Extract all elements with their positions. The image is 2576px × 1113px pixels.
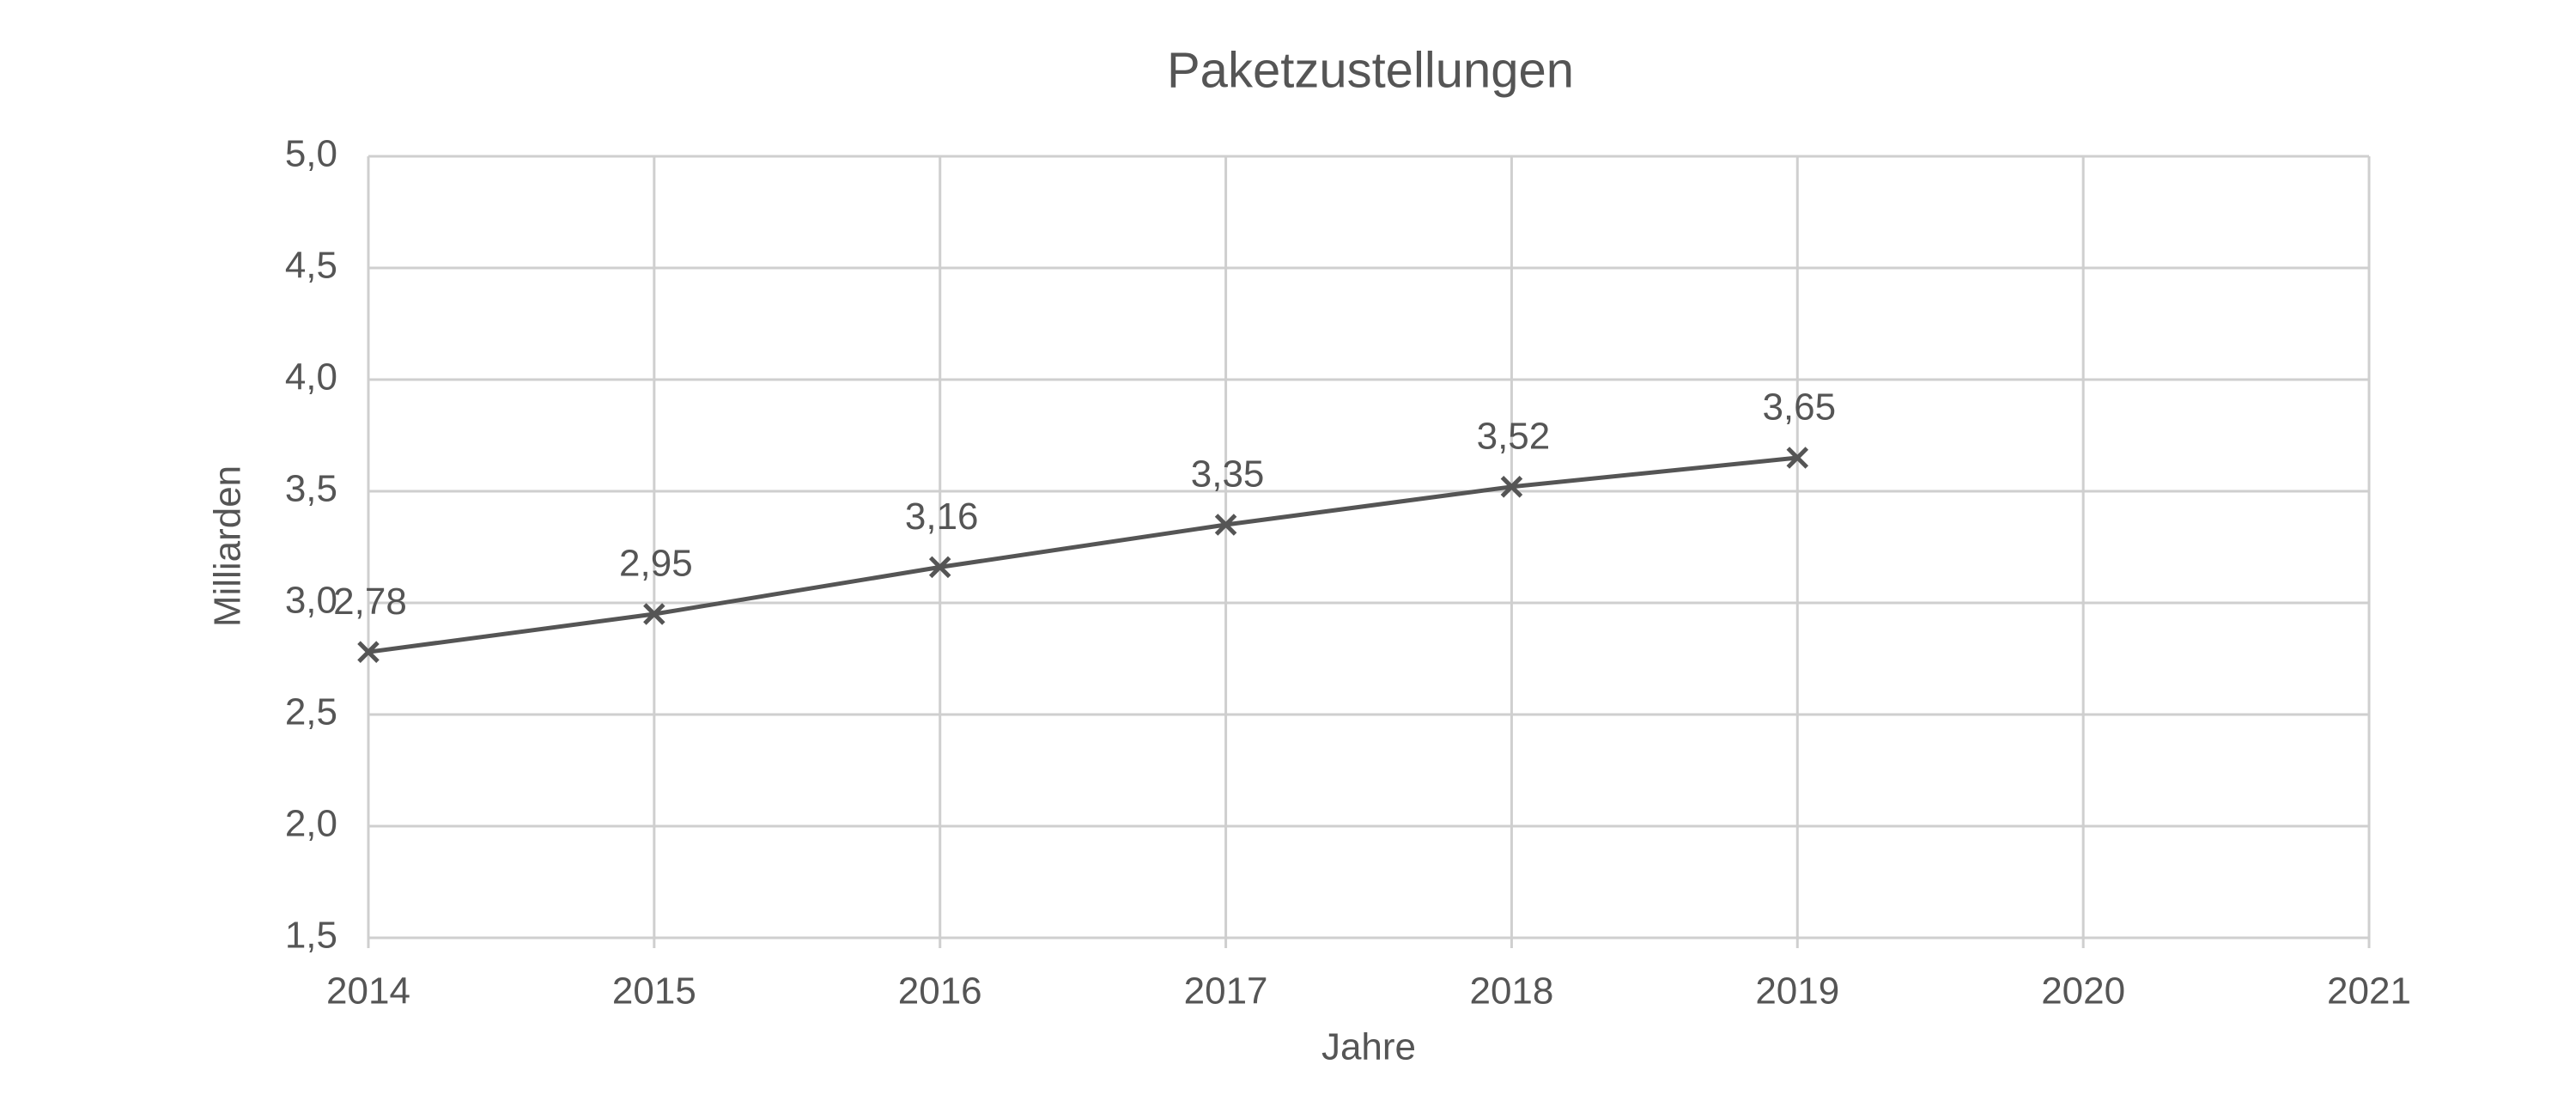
data-label: 2,78 [333, 581, 407, 623]
y-tick-label: 2,0 [285, 803, 337, 845]
x-axis-label: Jahre [1321, 1026, 1416, 1068]
data-point [928, 556, 951, 579]
x-tick-label: 2015 [612, 970, 696, 1013]
y-tick-label: 4,0 [285, 356, 337, 398]
x-tick-label: 2014 [326, 970, 410, 1013]
x-tick-label: 2018 [1469, 970, 1553, 1013]
y-axis-label: Milliarden [207, 465, 249, 627]
data-label: 3,35 [1191, 453, 1265, 496]
y-tick-label: 5,0 [285, 133, 337, 175]
y-tick-label: 3,5 [285, 468, 337, 510]
y-tick-label: 4,5 [285, 245, 337, 287]
data-point [1786, 447, 1809, 469]
data-label: 2,95 [619, 543, 693, 585]
y-tick-label: 2,5 [285, 691, 337, 733]
data-point [1500, 476, 1523, 498]
data-point [357, 641, 380, 663]
x-tick-label: 2020 [2041, 970, 2125, 1013]
chart-title: Paketzustellungen [1167, 42, 1574, 98]
data-point [643, 603, 665, 625]
data-label: 3,16 [905, 496, 979, 538]
data-label: 3,65 [1762, 386, 1836, 429]
x-tick-label: 2017 [1184, 970, 1268, 1013]
x-tick-label: 2016 [898, 970, 982, 1013]
x-tick-label: 2021 [2327, 970, 2411, 1013]
data-line [368, 455, 1798, 654]
y-tick-label: 3,0 [285, 580, 337, 622]
y-tick-label: 1,5 [285, 915, 337, 957]
data-point [1214, 514, 1237, 536]
data-label: 3,52 [1477, 415, 1551, 457]
x-tick-label: 2019 [1755, 970, 1839, 1013]
